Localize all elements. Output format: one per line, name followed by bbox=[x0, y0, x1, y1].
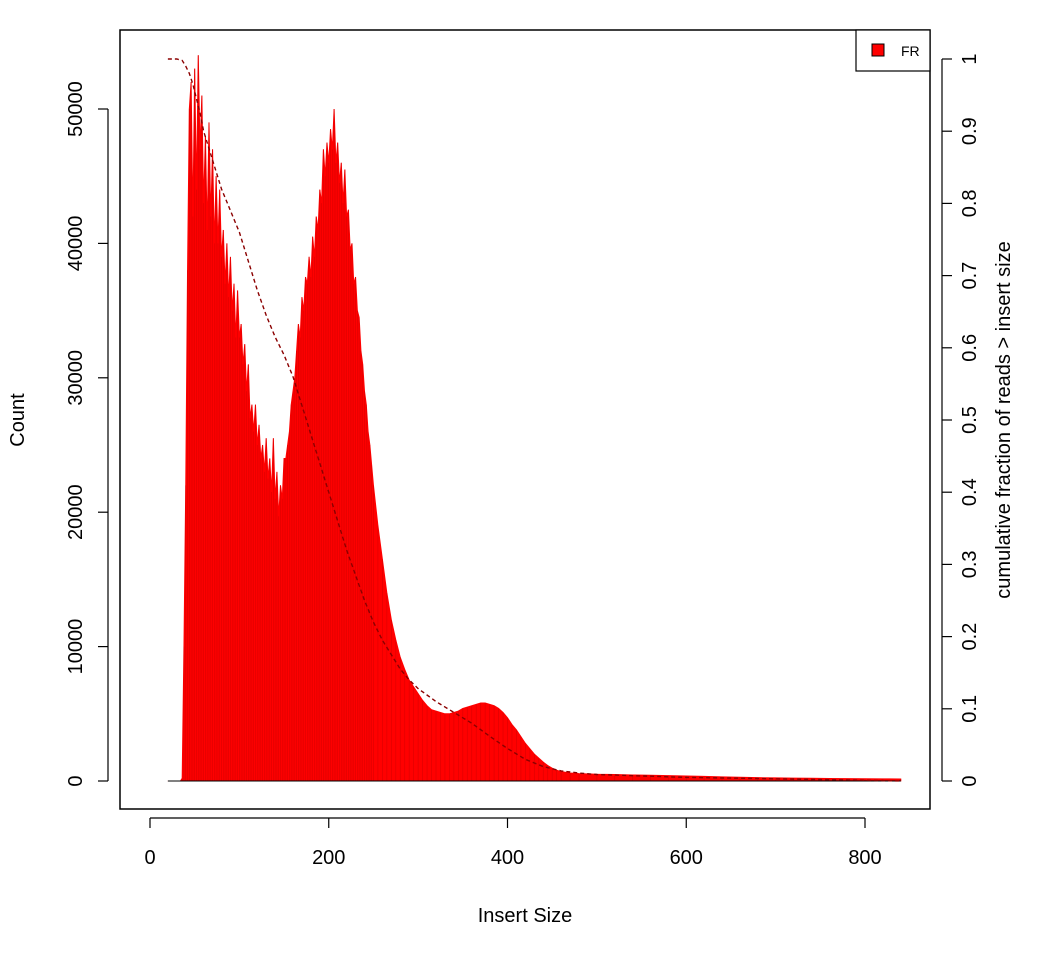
y-tick-label: 20000 bbox=[65, 484, 87, 540]
y2-tick-label: 0 bbox=[959, 775, 981, 786]
x-tick-label: 200 bbox=[312, 847, 345, 869]
y2-tick-label: 0.1 bbox=[959, 695, 981, 723]
y2-tick-label: 0.6 bbox=[959, 334, 981, 362]
x-tick-label: 800 bbox=[848, 847, 881, 869]
y2-tick-label: 0.4 bbox=[959, 478, 981, 506]
histogram-series-fr bbox=[167, 55, 902, 782]
y-tick-label: 40000 bbox=[65, 216, 87, 272]
y2-tick-label: 0.7 bbox=[959, 262, 981, 290]
legend-label-fr: FR bbox=[901, 43, 920, 59]
x-tick-label: 600 bbox=[670, 847, 703, 869]
x-axis-title: Insert Size bbox=[478, 905, 572, 927]
y2-tick-label: 0.5 bbox=[959, 406, 981, 434]
x-tick-label: 0 bbox=[144, 847, 155, 869]
y2-tick-label: 0.2 bbox=[959, 623, 981, 651]
cumulative-fraction-series bbox=[167, 58, 901, 782]
y-tick-label: 0 bbox=[65, 775, 87, 786]
legend-swatch-fr bbox=[871, 43, 885, 57]
y-axis-left: 0 10000 20000 30000 40000 50000 bbox=[65, 81, 109, 787]
y2-tick-label: 0.9 bbox=[959, 117, 981, 145]
y2-tick-label: 0.8 bbox=[959, 189, 981, 217]
y-tick-label: 10000 bbox=[65, 619, 87, 675]
legend-box bbox=[855, 29, 931, 72]
cumulative-line bbox=[167, 58, 901, 782]
y-axis-title: Count bbox=[7, 393, 29, 447]
x-tick-label: 400 bbox=[491, 847, 524, 869]
y2-tick-label: 0.3 bbox=[959, 550, 981, 578]
plot-frame bbox=[119, 29, 931, 810]
y-tick-label: 50000 bbox=[65, 81, 87, 137]
y-axis-right: 0 0.1 0.2 0.3 0.4 0.5 0.6 0.7 0.8 0.9 1 bbox=[941, 53, 981, 787]
y-tick-label: 30000 bbox=[65, 350, 87, 406]
y2-axis-title: cumulative fraction of reads > insert si… bbox=[993, 241, 1015, 598]
legend: FR bbox=[855, 29, 931, 72]
y2-tick-label: 1 bbox=[959, 53, 981, 64]
x-axis: 0 200 400 600 800 bbox=[144, 817, 882, 869]
histogram-area bbox=[167, 55, 902, 782]
